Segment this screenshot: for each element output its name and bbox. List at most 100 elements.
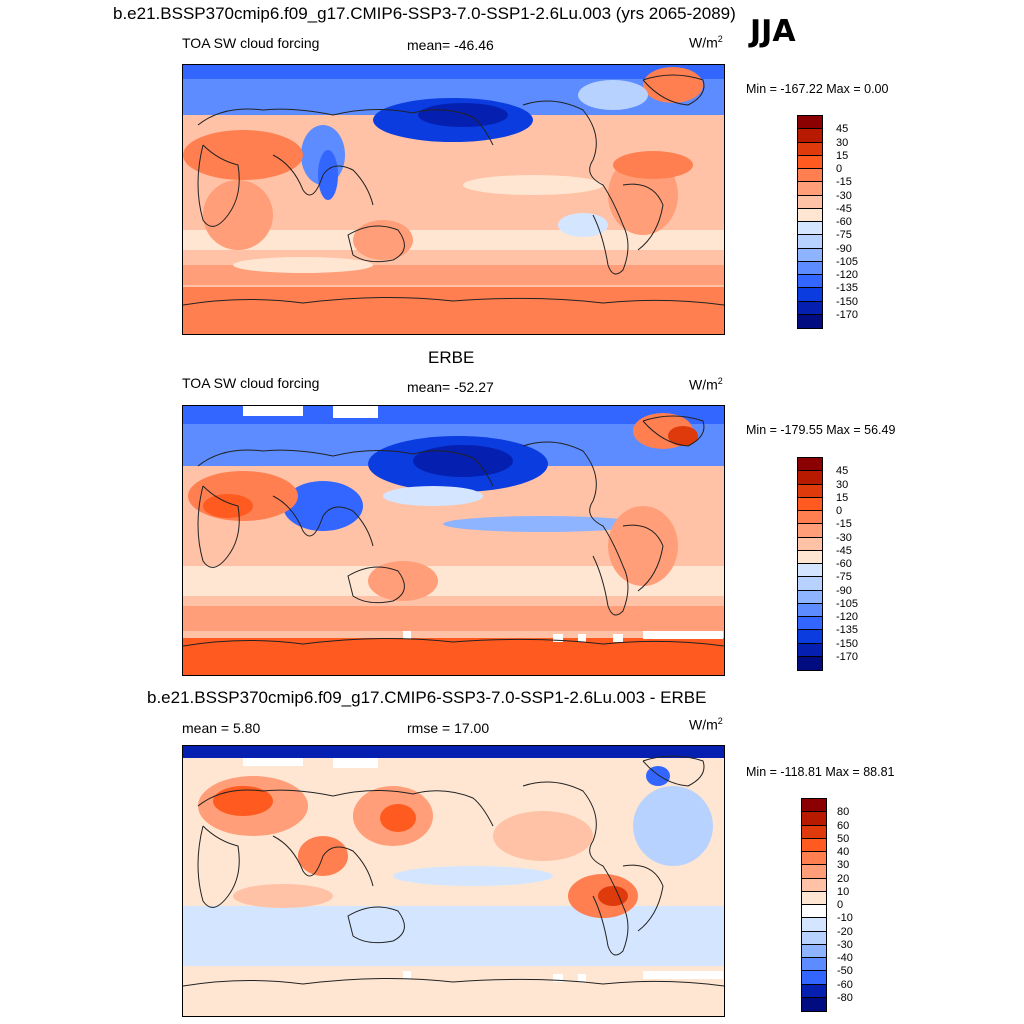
figure-title: b.e21.BSSP370cmip6.f09_g17.CMIP6-SSP3-7.… [113,4,736,23]
panel2-colorbar [797,457,823,671]
colorbar-segment [802,799,826,813]
colorbar-segment [798,116,822,130]
diff-title: b.e21.BSSP370cmip6.f09_g17.CMIP6-SSP3-7.… [147,688,707,707]
colorbar-segment [798,484,822,498]
colorbar-segment [798,537,822,551]
colorbar-tick-label: -105 [836,597,859,610]
colorbar-tick-label: 0 [836,163,843,175]
colorbar-tick-label: -40 [837,952,853,964]
colorbar-tick-label: -75 [836,229,852,242]
colorbar-segment [802,944,826,958]
panel3-colorbar-labels: 80 60 50 40 30 20 10 0 -10 -20 -30 -40 -50 -60 -80 [837,798,897,1012]
colorbar-segment [798,497,822,511]
colorbar-segment [798,248,822,262]
colorbar-segment [798,577,822,591]
colorbar-tick-label: -75 [836,571,852,584]
panel1-minmax: Min = -167.22 Max = 0.00 [746,82,889,96]
colorbar-tick-label: -30 [836,531,852,544]
colorbar-segment [798,142,822,156]
colorbar-tick-label: -15 [836,518,852,531]
colorbar-segment [802,997,826,1011]
colorbar-segment [802,852,826,866]
panel1-colorbar-labels: 45 30 15 0 -15 -30 -45 -60 -75 -90 -105 -120 -135 -15… [836,115,896,329]
colorbar-tick-label: -135 [836,282,859,295]
panel2-unit: W/m2 [689,376,723,393]
colorbar-tick-label: -15 [836,176,852,189]
colorbar-segment [798,564,822,578]
colorbar-segment [802,931,826,945]
colorbar-segment [798,511,822,525]
panel1-unit: W/m2 [689,34,723,51]
colorbar-tick-label: -170 [836,650,859,663]
colorbar-tick-label: 30 [837,859,850,872]
colorbar-segment [798,288,822,302]
colorbar-tick-label: -105 [836,255,859,268]
colorbar-segment [798,155,822,169]
colorbar-tick-label: -90 [836,584,852,597]
colorbar-tick-label: 15 [836,491,849,504]
colorbar-tick-label: -10 [837,912,853,925]
colorbar-tick-label: 45 [836,465,849,478]
colorbar-tick-label: -60 [836,216,852,228]
colorbar-segment [802,878,826,892]
colorbar-tick-label: 0 [836,505,843,517]
panel3-map [182,745,725,1017]
colorbar-tick-label: 10 [837,885,850,898]
colorbar-segment [802,812,826,826]
panel2-map-svg [183,406,724,675]
colorbar-tick-label: -30 [837,938,853,951]
panel1-map [182,64,725,335]
colorbar-segment [798,169,822,183]
colorbar-tick-label: 30 [836,136,849,149]
colorbar-tick-label: -45 [836,202,852,215]
colorbar-tick-label: -135 [836,624,859,637]
colorbar-segment [798,656,822,670]
season-label: JJA [750,14,796,49]
colorbar-tick-label: 40 [837,846,850,858]
colorbar-tick-label: -50 [837,965,853,978]
colorbar-segment [798,643,822,657]
colorbar-tick-label: 0 [837,899,844,911]
panel2-map [182,405,725,676]
panel2-variable: TOA SW cloud forcing [182,375,320,391]
colorbar-segment [798,617,822,631]
colorbar-tick-label: -20 [837,925,853,938]
colorbar-tick-label: 80 [837,806,850,819]
colorbar-tick-label: -120 [836,611,859,623]
colorbar-segment [802,971,826,985]
colorbar-tick-label: -170 [836,308,859,321]
colorbar-segment [798,603,822,617]
panel2-minmax: Min = -179.55 Max = 56.49 [746,423,896,437]
colorbar-segment [798,458,822,472]
panel3-unit: W/m2 [689,716,723,733]
colorbar-segment [802,825,826,839]
colorbar-tick-label: -30 [836,189,852,202]
colorbar-segment [798,222,822,236]
panel3-rmse: rmse = 17.00 [407,720,490,736]
panel3-mean: mean = 5.80 [182,720,261,736]
colorbar-segment [802,838,826,852]
colorbar-tick-label: -80 [837,991,853,1004]
colorbar-tick-label: 50 [837,832,850,845]
colorbar-tick-label: -90 [836,242,852,255]
colorbar-segment [802,958,826,972]
panel3-colorbar [801,798,827,1012]
colorbar-tick-label: -60 [836,558,852,570]
colorbar-tick-label: -60 [837,978,853,991]
colorbar-segment [798,235,822,249]
colorbar-tick-label: 15 [836,149,849,162]
colorbar-segment [802,984,826,998]
panel2-mean: mean= -52.27 [407,379,494,395]
colorbar-tick-label: -150 [836,295,859,308]
panel3-map-svg [183,746,724,1016]
colorbar-segment [798,301,822,315]
panel1-variable: TOA SW cloud forcing [182,35,320,51]
colorbar-tick-label: 45 [836,123,849,136]
colorbar-tick-label: -120 [836,269,859,281]
colorbar-segment [798,524,822,538]
panel1-colorbar [797,115,823,329]
colorbar-segment [798,208,822,222]
panel3-minmax: Min = -118.81 Max = 88.81 [746,765,895,779]
colorbar-tick-label: 60 [837,819,850,832]
panel2-colorbar-labels: 45 30 15 0 -15 -30 -45 -60 -75 -90 -105 -120 -135 -15… [836,457,896,671]
